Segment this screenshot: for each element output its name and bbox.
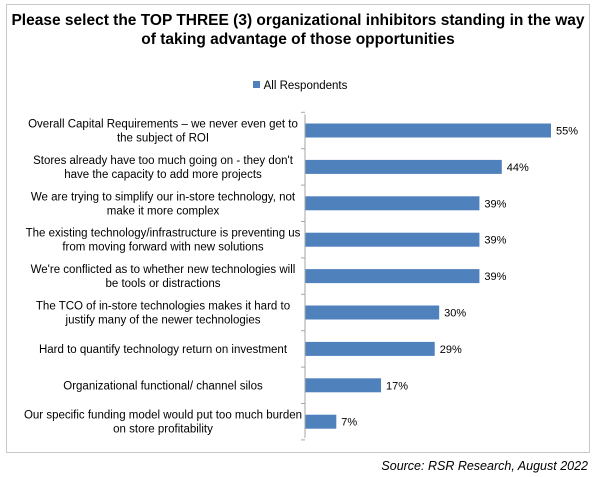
data-label: 30%: [444, 308, 466, 320]
data-label: 44%: [507, 162, 529, 174]
category-label-line: be tools or distractions: [105, 278, 220, 290]
bar-chart: 55% Overall Capital Requirements – we nev…: [24, 111, 578, 441]
category-label: We're conflicted as to whether new techn…: [31, 264, 296, 290]
category-label-line: We're conflicted as to whether new techn…: [31, 264, 296, 276]
category-label-line: We are trying to simplify our in-store t…: [31, 191, 296, 203]
data-label: 39%: [484, 198, 506, 210]
category-label-line: from moving forward with new solutions: [62, 242, 264, 254]
bar: [305, 269, 480, 284]
chart-legend: All Respondents: [0, 79, 600, 93]
bar: [305, 123, 551, 138]
category-label-line: the subject of ROI: [117, 133, 209, 145]
category-label-line: Hard to quantify technology return on in…: [39, 344, 288, 356]
data-label: 39%: [484, 271, 506, 283]
category-label-line: The existing technology/infrastructure i…: [26, 228, 301, 240]
category-label-line: have the capacity to add more projects: [64, 169, 262, 181]
category-label-line: The TCO of in-store technologies makes i…: [36, 301, 290, 313]
bar: [305, 305, 440, 320]
category-label-line: Stores already have too much going on - …: [33, 155, 294, 167]
data-label: 7%: [341, 417, 357, 429]
chart-frame: [6, 4, 590, 453]
category-label-line: Organizational functional/ channel silos: [63, 380, 263, 392]
data-label: 55%: [556, 126, 578, 138]
category-label: Stores already have too much going on - …: [33, 155, 294, 181]
bar: [305, 196, 480, 211]
category-label: We are trying to simplify our in-store t…: [31, 191, 296, 217]
bar: [305, 378, 382, 393]
category-label-line: Overall Capital Requirements – we never …: [28, 119, 298, 131]
category-label: Organizational functional/ channel silos: [63, 380, 263, 392]
data-label: 29%: [440, 344, 462, 356]
chart-title: Please select the TOP THREE (3) organiza…: [11, 12, 585, 48]
category-label: The TCO of in-store technologies makes i…: [36, 301, 290, 327]
bar: [305, 341, 435, 356]
category-label: Overall Capital Requirements – we never …: [28, 119, 298, 145]
legend-swatch: [252, 81, 260, 88]
bar: [305, 159, 502, 174]
source-note: Source: RSR Research, August 2022: [381, 459, 588, 473]
legend-label: All Respondents: [263, 80, 348, 92]
category-label: The existing technology/infrastructure i…: [26, 228, 301, 254]
category-label-line: make it more complex: [107, 205, 220, 217]
bar: [305, 414, 337, 429]
data-label: 39%: [484, 235, 506, 247]
category-label-line: Our specific funding model would put too…: [24, 410, 302, 422]
data-label: 17%: [386, 380, 408, 392]
category-label-line: on store profitability: [113, 424, 213, 436]
category-label-line: justify many of the newer technologies: [65, 315, 261, 327]
category-label: Our specific funding model would put too…: [24, 410, 302, 436]
bar: [305, 232, 480, 247]
category-label: Hard to quantify technology return on in…: [39, 344, 288, 356]
